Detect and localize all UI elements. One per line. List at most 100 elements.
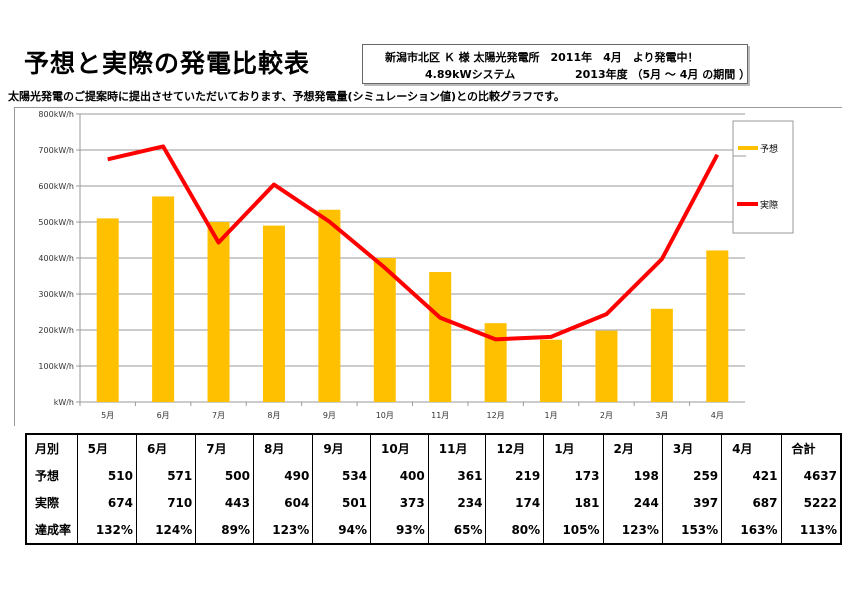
x-tick-label: 6月 [157,411,170,420]
chart: kW/h 100kW/h 200kW/h 300kW/h 400kW/h 500kW/h 6… [38,110,794,420]
row-label: 月別 [25,434,78,462]
bar-forecast [595,330,618,402]
table-cell: 105% [543,516,604,544]
legend-box [732,120,794,234]
table-cell: 674 [76,489,137,516]
bar-forecast [484,323,507,402]
table-cell: 219 [485,462,544,489]
bar-forecast [262,225,285,402]
info-period: 2013年度 （5月 ～ 4月 の期間 ） [575,68,751,81]
y-tick-label: 600kW/h [38,182,74,191]
subtitle: 太陽光発電のご提案時に提出させていただいております、予想発電量(シミュレーション… [8,90,565,103]
table-cell: 510 [76,462,137,489]
table-cell: 604 [252,489,313,516]
table-cell: 5222 [780,489,841,516]
info-system: 4.89kWシステム [425,68,516,81]
row-label: 実際 [25,489,78,516]
table-cell: 181 [543,489,604,516]
bar-forecast [429,272,452,402]
table-cell: 3月 [661,434,722,462]
table-cell: 12月 [485,434,544,462]
table-cell: 113% [780,516,841,544]
table-cell: 89% [195,516,254,544]
x-tick-label: 5月 [101,411,114,420]
table-cell: 94% [312,516,371,544]
table-cell: 710 [135,489,196,516]
table-cell: 8月 [252,434,313,462]
y-tick-label: 700kW/h [38,146,74,155]
x-tick-label: 10月 [376,411,394,420]
table-cell: 9月 [312,434,371,462]
table-cell: 合計 [780,434,841,462]
y-tick-label: 500kW/h [38,218,74,227]
x-tick-label: 8月 [267,411,280,420]
x-tick-label: 11月 [431,411,449,420]
table-cell: 6月 [135,434,196,462]
table-row: 達成率 132% 124% 89% 123% 94% 93% 65% 80% 105% 123% 15… [25,516,841,544]
y-tick-label: 400kW/h [38,254,74,263]
table-cell: 11月 [427,434,486,462]
x-tick-label: 7月 [212,411,225,420]
table-cell: 361 [427,462,486,489]
table-cell: 500 [195,462,254,489]
table-cell: 397 [661,489,722,516]
table-cell: 4月 [721,434,781,462]
table-cell: 174 [485,489,544,516]
line-actual [107,144,720,342]
table-cell: 400 [370,462,429,489]
bar-forecast [152,196,175,402]
y-tick-label: kW/h [54,398,74,407]
legend-label-actual: 実際 [760,199,778,211]
info-line1: 新潟市北区 Ｋ 様 太陽光発電所 2011年 4月 より発電中！ [385,51,699,64]
table-cell: 687 [721,489,781,516]
legend-label-forecast: 予想 [760,143,778,155]
table-cell: 5月 [76,434,137,462]
y-tick-label: 100kW/h [38,362,74,371]
x-tick-label: 1月 [544,411,557,420]
table-row: 予想 510 571 500 490 534 400 361 219 173 198 259 421 46… [25,462,841,489]
table-cell: 132% [76,516,137,544]
x-tick-label: 9月 [323,411,336,420]
table-cell: 501 [312,489,371,516]
info-box: 新潟市北区 Ｋ 様 太陽光発電所 2011年 4月 より発電中！ 4.89kWシ… [362,44,751,84]
table-cell: 244 [602,489,663,516]
table-cell: 93% [370,516,429,544]
table-cell: 2月 [602,434,663,462]
y-tick-label: 800kW/h [38,110,74,119]
table-cell: 10月 [370,434,429,462]
bar-forecast [540,339,563,402]
table-cell: 571 [135,462,196,489]
table-cell: 124% [135,516,196,544]
bar-forecast [207,222,230,402]
table-cell: 4637 [780,462,841,489]
table-cell: 198 [602,462,663,489]
y-tick-label: 200kW/h [38,326,74,335]
row-label: 予想 [25,462,78,489]
bar-forecast [318,209,341,402]
data-table: 月別 5月 6月 7月 8月 9月 10月 11月 12月 1月 2月 3月 4月 合計 予想 510 571 5… [25,433,842,545]
x-tick-label: 4月 [711,411,724,420]
table-cell: 65% [427,516,486,544]
table-cell: 490 [252,462,313,489]
y-tick-label: 300kW/h [38,290,74,299]
bar-forecast [706,250,729,402]
table-cell: 80% [485,516,544,544]
table-cell: 153% [661,516,722,544]
table-cell: 259 [661,462,722,489]
table-cell: 7月 [195,434,254,462]
table-cell: 1月 [543,434,604,462]
table-cell: 373 [370,489,429,516]
table-cell: 234 [427,489,486,516]
table-cell: 534 [312,462,371,489]
row-label: 達成率 [25,516,78,544]
table-cell: 163% [721,516,781,544]
table-header-row: 月別 5月 6月 7月 8月 9月 10月 11月 12月 1月 2月 3月 4月 合計 [25,434,841,462]
x-tick-label: 3月 [655,411,668,420]
bar-forecast [373,258,396,402]
table-cell: 421 [721,462,781,489]
table-cell: 173 [543,462,604,489]
bar-forecast [650,308,673,402]
table-cell: 123% [602,516,663,544]
bar-forecast [96,218,119,402]
table-row: 実際 674 710 443 604 501 373 234 174 181 244 397 687 52… [25,489,841,516]
